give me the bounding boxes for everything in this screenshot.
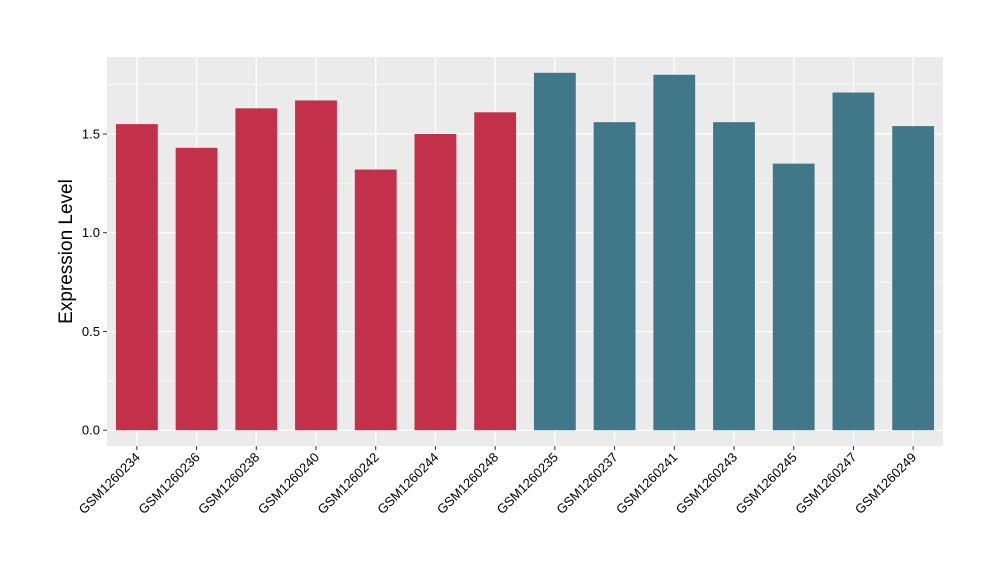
bar-GSM1260248 bbox=[474, 112, 517, 431]
x-tick-label: GSM1260242 bbox=[314, 450, 381, 517]
bar-GSM1260238 bbox=[235, 108, 278, 431]
x-tick-label: GSM1260237 bbox=[553, 450, 620, 517]
x-tick-label: GSM1260248 bbox=[434, 450, 501, 517]
y-tick-label: 0.0 bbox=[82, 423, 100, 438]
y-axis-title: Expression Level bbox=[56, 179, 77, 324]
y-tick-label: 1.0 bbox=[82, 225, 100, 240]
bar-GSM1260241 bbox=[653, 74, 696, 431]
bar-GSM1260237 bbox=[593, 122, 636, 431]
y-axis: 0.0 0.5 1.0 1.5 bbox=[82, 127, 107, 438]
bar-GSM1260240 bbox=[295, 100, 337, 431]
bar-GSM1260244 bbox=[414, 134, 457, 431]
x-tick-label: GSM1260236 bbox=[135, 450, 202, 517]
bar-GSM1260249 bbox=[892, 126, 935, 431]
y-tick-label: 1.5 bbox=[82, 127, 100, 142]
x-tick-label: GSM1260247 bbox=[792, 450, 859, 517]
bar-GSM1260243 bbox=[713, 122, 755, 431]
bar-GSM1260247 bbox=[832, 92, 875, 431]
y-tick-label: 0.5 bbox=[82, 324, 100, 339]
bar-GSM1260235 bbox=[533, 72, 576, 431]
x-tick-label: GSM1260238 bbox=[195, 450, 262, 517]
x-tick-label: GSM1260245 bbox=[732, 450, 799, 517]
x-tick-label: GSM1260235 bbox=[494, 450, 561, 517]
x-tick-label: GSM1260234 bbox=[76, 450, 143, 517]
x-axis: GSM1260234GSM1260236GSM1260238GSM1260240… bbox=[76, 446, 919, 517]
x-tick-label: GSM1260244 bbox=[374, 450, 441, 517]
bars bbox=[115, 72, 935, 431]
bar-GSM1260245 bbox=[772, 163, 815, 431]
plot-panel bbox=[107, 57, 943, 446]
x-tick-label: GSM1260241 bbox=[613, 450, 680, 517]
x-tick-label: GSM1260243 bbox=[673, 450, 740, 517]
x-tick-label: GSM1260240 bbox=[255, 450, 322, 517]
bar-GSM1260236 bbox=[175, 147, 218, 431]
x-tick-label: GSM1260249 bbox=[852, 450, 919, 517]
bar-GSM1260242 bbox=[354, 169, 397, 431]
bar-GSM1260234 bbox=[115, 124, 158, 431]
